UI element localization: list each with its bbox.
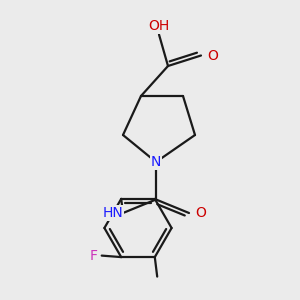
Text: OH: OH: [148, 19, 170, 33]
Text: O: O: [207, 49, 218, 62]
Text: F: F: [89, 249, 97, 262]
Text: N: N: [151, 155, 161, 169]
Text: HN: HN: [102, 206, 123, 220]
Text: O: O: [195, 206, 206, 220]
